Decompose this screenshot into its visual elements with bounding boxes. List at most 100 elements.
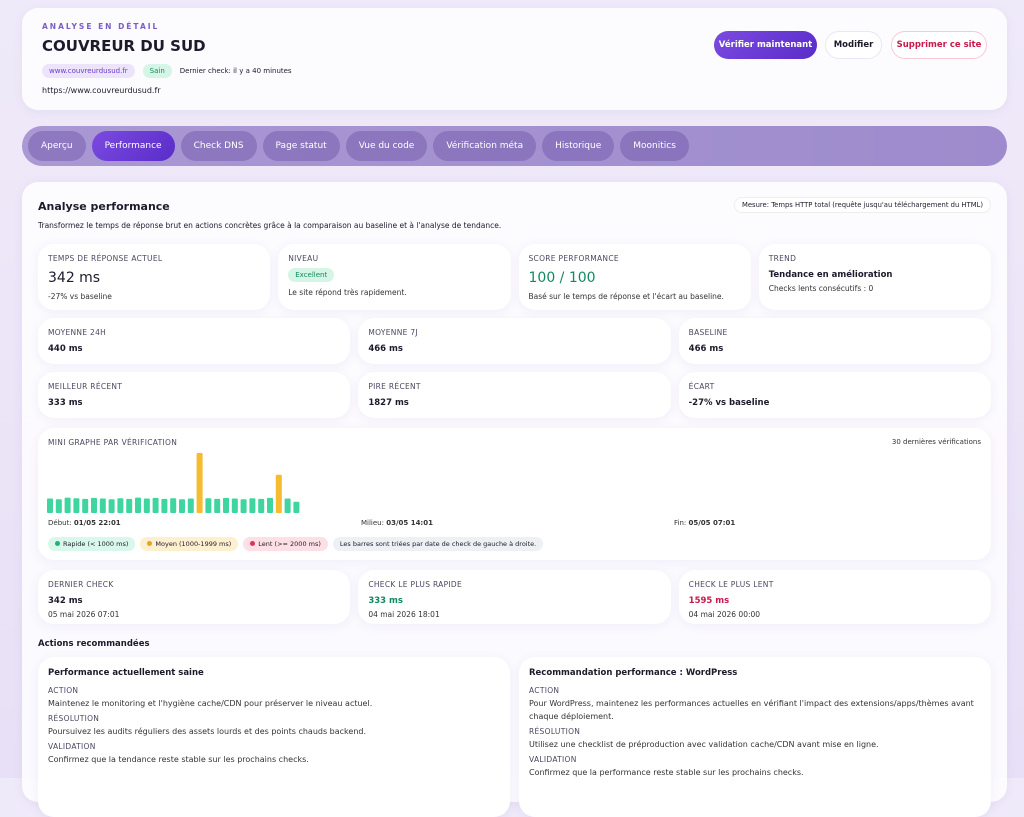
tab[interactable]: Vue du code xyxy=(345,131,428,161)
stat-value: 342 ms xyxy=(48,270,101,286)
tab[interactable]: Historique xyxy=(542,131,615,161)
graph-subtitle: 30 dernières vérifications xyxy=(891,438,981,446)
stat-card: DERNIER CHECK 342 ms 05 mai 2026 07:01 xyxy=(38,570,351,624)
stat-card: PIRE RÉCENT 1827 ms xyxy=(358,372,671,418)
last-check: Dernier check: il y a 40 minutes xyxy=(179,67,292,75)
stat-value: 466 ms xyxy=(688,344,724,354)
bar xyxy=(47,498,53,513)
stat-note: Basé sur le temps de réponse et l'écart … xyxy=(528,292,724,301)
bar xyxy=(143,498,150,513)
date-label: Milieu: xyxy=(361,519,384,527)
delete-button[interactable]: Supprimer ce site xyxy=(891,31,987,59)
stat-value: 333 ms xyxy=(368,596,403,606)
bar xyxy=(223,497,229,513)
stat-note: 04 mai 2026 18:01 xyxy=(368,610,440,619)
main-card: Analyse performance Mesure: Temps HTTP t… xyxy=(22,182,1007,817)
section-text: Confirmez que la performance reste stabl… xyxy=(529,768,804,777)
tab[interactable]: Vérification méta xyxy=(433,131,537,161)
bar xyxy=(179,499,185,513)
stat-label: ÉCART xyxy=(688,382,715,391)
stat-card: SCORE PERFORMANCE 100 / 100 Basé sur le te… xyxy=(518,244,751,310)
bar xyxy=(64,497,71,513)
bar xyxy=(126,498,133,513)
tab[interactable]: Page statut xyxy=(262,131,340,161)
stat-note: 04 mai 2026 00:00 xyxy=(688,610,761,619)
legend-text: Lent (>= 2000 ms) xyxy=(258,540,321,548)
bar xyxy=(117,498,124,513)
section-description: Transformez le temps de réponse brut en … xyxy=(38,221,502,230)
graph-date: Milieu: 03/05 14:01 xyxy=(361,519,433,527)
domain-tag: www.couvreurdusud.fr xyxy=(42,64,135,78)
section-label: VALIDATION xyxy=(529,755,577,764)
actions-title: Actions recommandées xyxy=(38,639,150,649)
section-label: ACTION xyxy=(529,686,560,695)
bar xyxy=(249,498,256,513)
legend-item: Lent (>= 2000 ms) xyxy=(243,537,328,551)
bar xyxy=(275,474,282,513)
stat-label: MEILLEUR RÉCENT xyxy=(48,382,123,391)
stat-card: TREND Tendance en amélioration Checks lent… xyxy=(758,244,991,310)
stat-card: CHECK LE PLUS RAPIDE 333 ms 04 mai 2026 18… xyxy=(358,570,671,624)
bar xyxy=(258,498,265,513)
tab[interactable]: Aperçu xyxy=(28,131,86,161)
bar xyxy=(267,497,273,513)
section-text: Maintenez le monitoring et l'hygiène cac… xyxy=(48,699,373,708)
bar xyxy=(55,499,62,513)
bar xyxy=(73,498,80,513)
stat-label: MOYENNE 7J xyxy=(368,328,418,337)
section-text: Poursuivez les audits réguliers des asse… xyxy=(48,727,367,736)
tab[interactable]: Performance xyxy=(91,131,175,161)
page: ANALYSE EN DÉTAIL COUVREUR DU SUD www.co… xyxy=(0,0,1024,778)
stat-card: MEILLEUR RÉCENT 333 ms xyxy=(38,372,351,418)
bar xyxy=(205,498,212,513)
section-text: Confirmez que la tendance reste stable s… xyxy=(48,755,309,764)
site-title: COUVREUR DU SUD xyxy=(42,37,206,55)
action-sections: ACTION Pour WordPress, maintenez les perf… xyxy=(529,684,979,783)
bar xyxy=(161,498,168,513)
action-card: Performance actuellement saine ACTION Main… xyxy=(38,657,510,817)
verify-button[interactable]: Vérifier maintenant xyxy=(714,31,817,59)
level-badge: Excellent xyxy=(288,268,335,282)
mini-graph xyxy=(47,453,300,513)
graph-card: MINI GRAPHE PAR VÉRIFICATION 30 dernières… xyxy=(38,428,991,560)
tab[interactable]: Moonitics xyxy=(620,131,689,161)
stat-value: 100 / 100 xyxy=(528,270,596,286)
legend-dot xyxy=(147,541,153,546)
stat-note: -27% vs baseline xyxy=(48,292,112,301)
legend-item: Rapide (< 1000 ms) xyxy=(48,537,136,551)
site-url: https://www.couvreurdusud.fr xyxy=(42,86,161,95)
graph-date: Fin: 05/05 07:01 xyxy=(674,519,735,527)
bar xyxy=(240,499,247,513)
legend-item: Moyen (1000-1999 ms) xyxy=(140,537,239,551)
stat-card: CHECK LE PLUS LENT 1595 ms 04 mai 2026 00:… xyxy=(678,570,991,624)
stat-value: 1595 ms xyxy=(688,596,730,606)
action-title: Performance actuellement saine xyxy=(48,668,204,678)
action-title: Recommandation performance : WordPress xyxy=(529,668,738,678)
bar xyxy=(152,497,159,513)
edit-button[interactable]: Modifier xyxy=(825,31,882,59)
tab-bar: Aperçu Performance Check DNS Page statut Vue… xyxy=(22,126,1007,166)
bar xyxy=(108,499,115,513)
action-card: Recommandation performance : WordPress AC… xyxy=(519,657,991,817)
stat-card: TEMPS DE RÉPONSE ACTUEL 342 ms -27% vs bas… xyxy=(38,244,271,310)
stat-value: 466 ms xyxy=(368,344,403,354)
section-title: Analyse performance xyxy=(38,200,170,213)
stat-label: BASELINE xyxy=(688,328,728,337)
section-label: VALIDATION xyxy=(48,742,96,751)
tag-row: www.couvreurdusud.fr Sain Dernier check:… xyxy=(42,64,292,78)
legend: Rapide (< 1000 ms) Moyen (1000-1999 ms) Le… xyxy=(48,537,544,551)
stat-label: NIVEAU xyxy=(288,254,319,263)
stat-card: ÉCART -27% vs baseline xyxy=(678,372,991,418)
bar xyxy=(214,498,221,513)
bar xyxy=(293,501,300,513)
stat-note: Le site répond très rapidement. xyxy=(288,288,407,297)
tab[interactable]: Check DNS xyxy=(180,131,257,161)
graph-title: MINI GRAPHE PAR VÉRIFICATION xyxy=(48,438,178,447)
stat-label: TREND xyxy=(768,254,797,263)
stat-label: PIRE RÉCENT xyxy=(368,382,421,391)
bar xyxy=(284,498,291,513)
stat-card: MOYENNE 7J 466 ms xyxy=(358,318,671,364)
graph-date: Début: 01/05 22:01 xyxy=(48,519,121,527)
stat-label: CHECK LE PLUS LENT xyxy=(688,580,774,589)
stat-card: BASELINE 466 ms xyxy=(678,318,991,364)
